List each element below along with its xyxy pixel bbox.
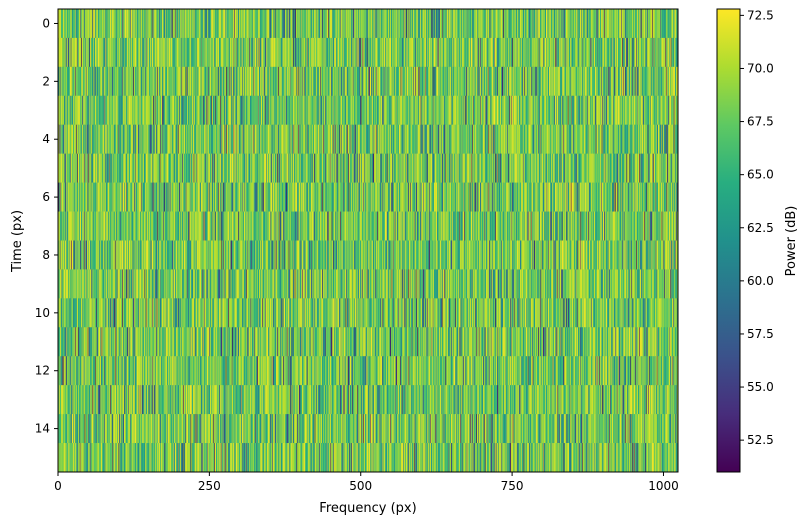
heatmap-cells xyxy=(58,9,678,472)
